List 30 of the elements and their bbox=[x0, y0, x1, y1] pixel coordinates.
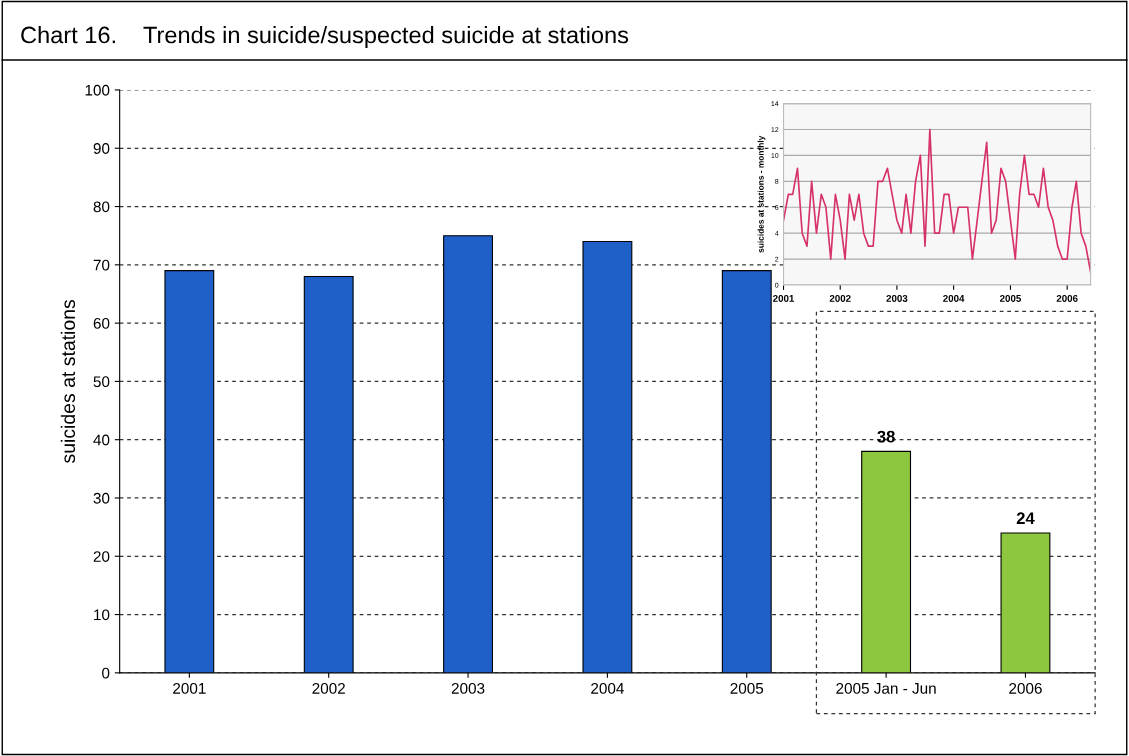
x-tick-label: 2002 bbox=[829, 294, 851, 302]
x-tick-label: 2003 bbox=[886, 294, 908, 302]
y-tick-label: 90 bbox=[93, 143, 110, 154]
y-tick-label: 70 bbox=[93, 259, 110, 271]
x-tick-label: 2003 bbox=[451, 682, 485, 694]
y-tick-label: 10 bbox=[94, 609, 110, 621]
y-tick-label: 40 bbox=[93, 434, 110, 446]
y-tick-label: 60 bbox=[93, 317, 110, 329]
y-tick-label: 50 bbox=[93, 376, 110, 388]
y-tick-label: 80 bbox=[93, 201, 110, 213]
line-series bbox=[783, 128, 1091, 273]
y-axis-title: suicides at stations bbox=[60, 299, 76, 463]
chart-title: Chart 16. Trends in suicide/suspected suicide at stations bbox=[21, 26, 629, 48]
y-tick-label: 30 bbox=[93, 492, 110, 504]
x-tick-label: 2002 bbox=[312, 682, 345, 694]
data-label: 38 bbox=[877, 430, 895, 443]
x-tick-label: 2006 bbox=[1056, 294, 1078, 302]
x-tick-label: 2004 bbox=[591, 682, 624, 694]
data-label: 24 bbox=[1016, 512, 1035, 524]
y-axis-title: suicides at stations - monthly bbox=[757, 135, 766, 253]
y-tick-label: 0 bbox=[102, 667, 110, 679]
x-tick-label: 2004 bbox=[943, 294, 965, 302]
x-tick-label: 2005 Jan - Jun bbox=[836, 682, 936, 694]
y-tick-label: 100 bbox=[85, 84, 110, 96]
x-tick-label: 2001 bbox=[773, 294, 795, 302]
x-tick-label: 2001 bbox=[173, 682, 206, 694]
x-tick-label: 2006 bbox=[1009, 682, 1042, 694]
y-tick-label: 20 bbox=[93, 551, 110, 562]
x-tick-label: 2005 bbox=[730, 682, 764, 694]
x-tick-label: 2005 bbox=[999, 294, 1022, 302]
